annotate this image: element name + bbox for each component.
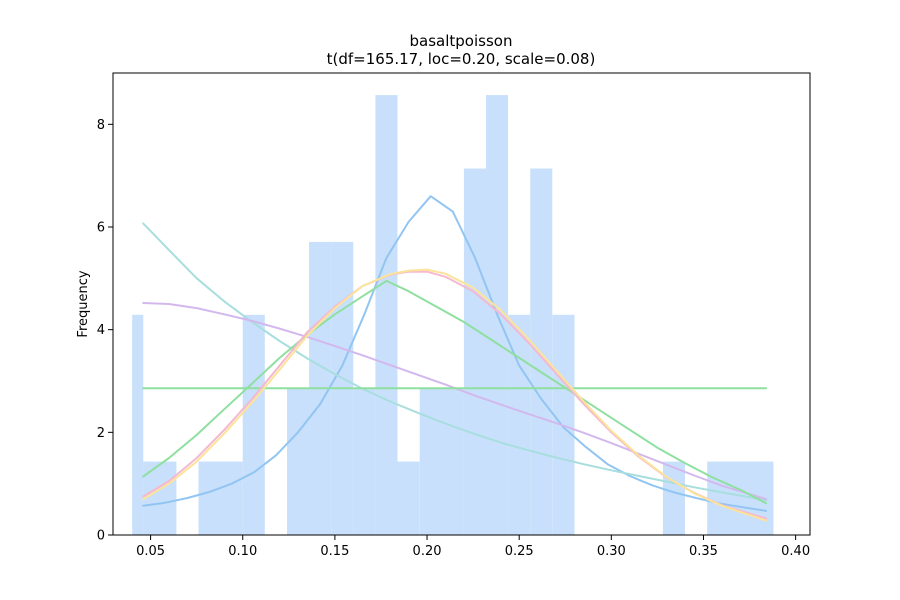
x-tick-label: 0.35 bbox=[689, 544, 718, 559]
y-tick-label: 2 bbox=[97, 426, 105, 441]
x-tick-label: 0.25 bbox=[505, 544, 534, 559]
histogram-bar bbox=[375, 95, 398, 535]
histogram-bar bbox=[419, 388, 464, 535]
series-line bbox=[142, 268, 768, 522]
y-tick-label: 4 bbox=[97, 323, 105, 338]
x-tick-label: 0.10 bbox=[228, 544, 257, 559]
plot-frame bbox=[112, 72, 811, 536]
density-curves bbox=[142, 195, 768, 522]
histogram-bar bbox=[287, 388, 310, 535]
chart-title: basaltpoisson bbox=[410, 32, 513, 50]
x-tick-label: 0.30 bbox=[597, 544, 626, 559]
histogram-bar bbox=[132, 314, 144, 535]
y-tick-label: 6 bbox=[97, 221, 105, 236]
y-tick-label: 8 bbox=[97, 118, 105, 133]
series-line bbox=[142, 222, 768, 502]
histogram-bar bbox=[463, 168, 486, 535]
y-axis-label: Frequency bbox=[76, 270, 91, 337]
histogram-bar bbox=[242, 314, 265, 535]
y-axis: 0 2 4 6 8 bbox=[97, 118, 113, 544]
series-line bbox=[142, 195, 768, 512]
histogram-bar bbox=[397, 461, 420, 535]
series-line bbox=[142, 302, 768, 501]
histogram-bar bbox=[198, 461, 243, 535]
histogram-bar bbox=[353, 388, 376, 535]
histogram-bar bbox=[143, 461, 177, 535]
x-axis: 0.05 0.10 0.15 0.20 0.25 0.30 0.35 0.40 bbox=[136, 535, 810, 559]
x-tick-label: 0.15 bbox=[320, 544, 349, 559]
x-tick-label: 0.05 bbox=[136, 544, 165, 559]
histogram-bar bbox=[662, 461, 685, 535]
x-tick-label: 0.40 bbox=[781, 544, 810, 559]
y-tick-label: 0 bbox=[97, 529, 105, 544]
x-tick-label: 0.20 bbox=[413, 544, 442, 559]
chart-subtitle: t(df=165.17, loc=0.20, scale=0.08) bbox=[327, 50, 596, 68]
histogram-bar bbox=[508, 314, 531, 535]
histogram-bar bbox=[530, 168, 553, 535]
